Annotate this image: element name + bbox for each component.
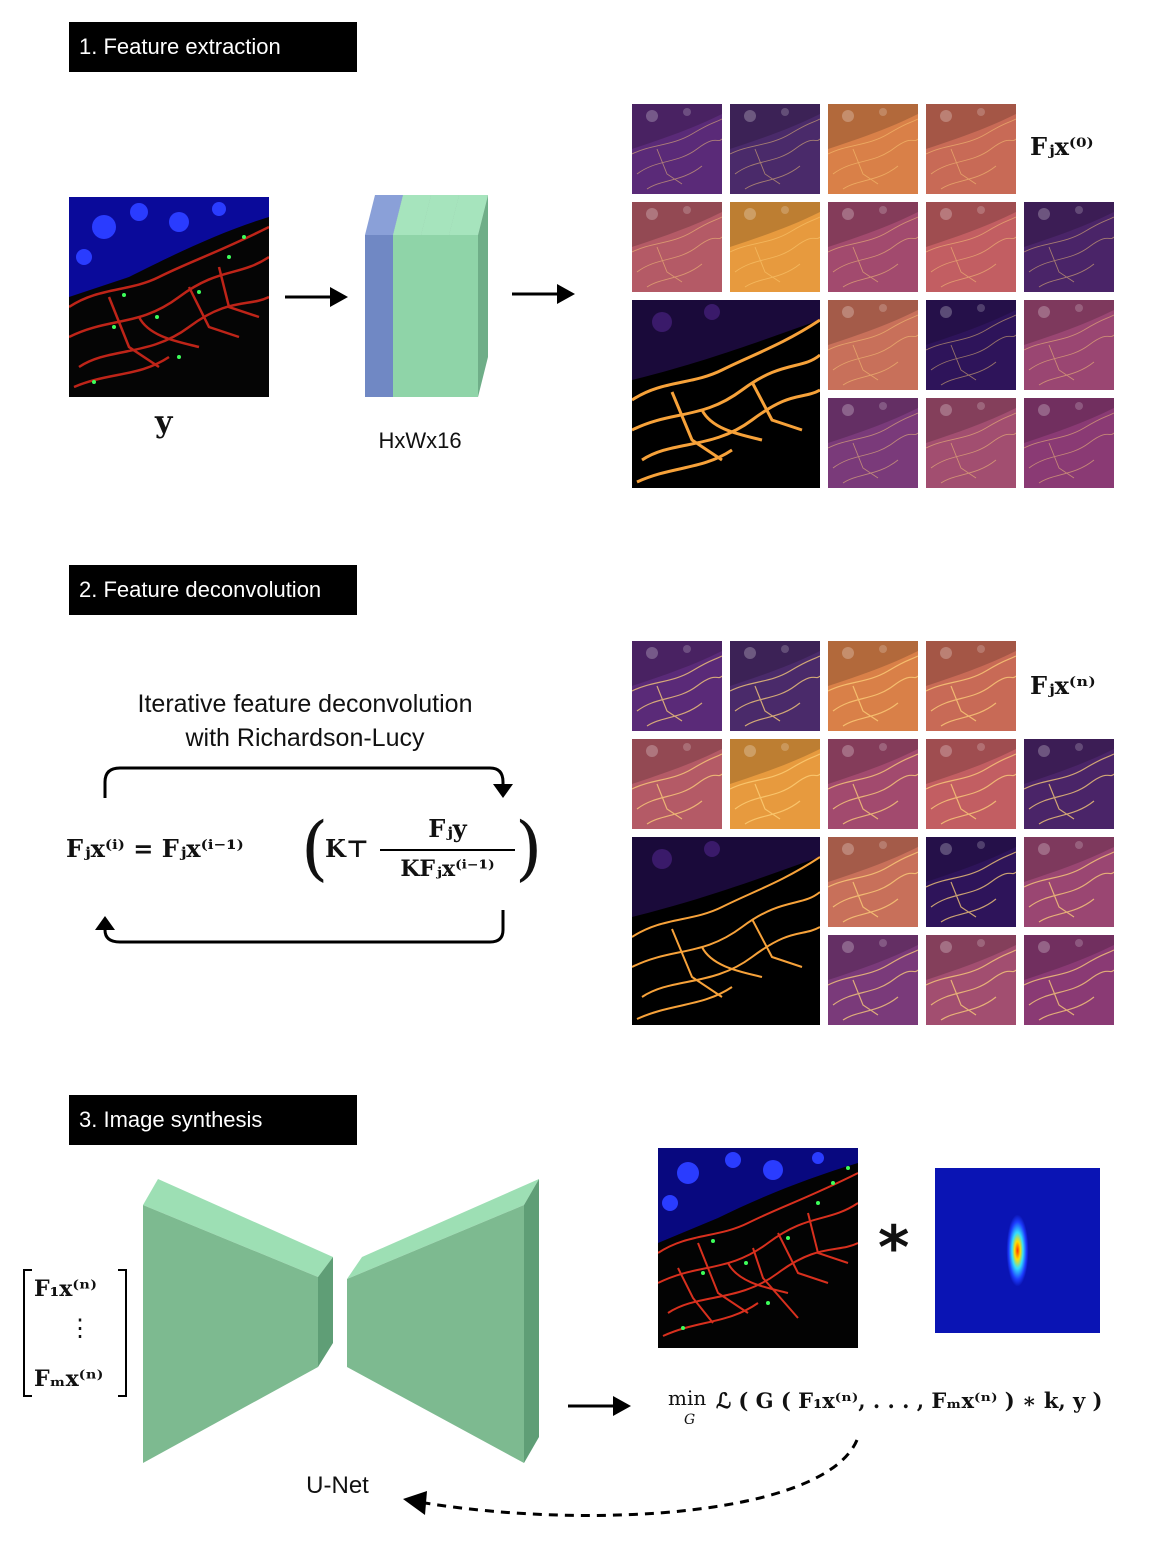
feature-map-tile <box>632 641 722 731</box>
convolution-symbol: * <box>878 1213 910 1283</box>
feature-map-tile <box>1024 935 1114 1025</box>
feature-vector-top: F₁x⁽ⁿ⁾ <box>34 1276 97 1302</box>
feature-map-tile <box>926 935 1016 1025</box>
feature-vector-bottom: Fₘx⁽ⁿ⁾ <box>34 1366 104 1392</box>
feature-map-tile <box>730 104 820 194</box>
feature-map-tile <box>730 641 820 731</box>
feature-map-tile <box>828 837 918 927</box>
deconvolution-caption-line1: Iterative feature deconvolution <box>137 690 473 718</box>
arrow-to-features <box>512 284 575 304</box>
feature-map-tile <box>828 398 918 488</box>
equation-denominator: KFⱼx⁽ⁱ⁻¹⁾ <box>400 856 495 882</box>
feature-map-tile <box>926 104 1016 194</box>
equation-numerator: Fⱼy <box>428 814 467 843</box>
feature-grid-initial <box>632 104 1114 490</box>
feature-map-tile <box>926 739 1016 829</box>
feature-map-tile <box>1024 837 1114 927</box>
section-title-feature-deconvolution: 2. Feature deconvolution <box>69 565 357 615</box>
feature-map-tile <box>828 300 918 390</box>
feature-map-tile <box>926 202 1016 292</box>
equation-fraction-bar <box>380 849 515 851</box>
stack-label: HxWx16 <box>378 428 462 453</box>
section-title-feature-extraction: 1. Feature extraction <box>69 22 357 72</box>
iteration-loop-arrows <box>95 766 513 944</box>
feature-map-tile <box>1024 300 1114 390</box>
arrow-to-stack <box>285 287 348 307</box>
feature-map-tile <box>730 739 820 829</box>
feature-label-initial: Fⱼx⁽⁰⁾ <box>1030 132 1094 161</box>
equation-paren-left: ( <box>301 807 329 889</box>
feature-map-tile <box>632 104 722 194</box>
unet-diagram <box>143 1179 539 1463</box>
equation-lhs: Fⱼx⁽ⁱ⁾ = Fⱼx⁽ⁱ⁻¹⁾ <box>66 834 244 863</box>
feature-map-large-tile <box>632 837 820 1025</box>
psf-kernel-image <box>935 1168 1100 1333</box>
equation-k-transpose: K⊤ <box>325 834 369 863</box>
deconvolution-caption-line2: with Richardson-Lucy <box>185 724 425 752</box>
feature-map-tile <box>828 641 918 731</box>
arrow-to-loss <box>568 1396 631 1416</box>
feature-grid-deconvolved <box>632 641 1114 1027</box>
loss-min-subscript: G <box>684 1412 696 1428</box>
loss-expression: ℒ ( G ( F₁x⁽ⁿ⁾, . . . , Fₘx⁽ⁿ⁾ ) ∗ k, y … <box>716 1388 1103 1413</box>
feature-vector-dots: ⋮ <box>68 1314 92 1342</box>
feature-stack-icon <box>365 195 488 397</box>
feature-map-tile <box>828 104 918 194</box>
feature-map-tile <box>828 935 918 1025</box>
feature-map-tile <box>1024 739 1114 829</box>
section-title-image-synthesis: 3. Image synthesis <box>69 1095 357 1145</box>
feature-map-tile <box>828 739 918 829</box>
feature-map-tile <box>1024 398 1114 488</box>
feature-map-tile <box>926 300 1016 390</box>
input-image-y <box>68 197 270 397</box>
unet-label: U-Net <box>306 1472 369 1499</box>
loss-min: min <box>668 1386 707 1410</box>
feature-map-tile <box>632 202 722 292</box>
feature-map-tile <box>632 739 722 829</box>
feedback-dashed-arrow <box>403 1439 859 1517</box>
feature-label-deconvolved: Fⱼx⁽ⁿ⁾ <box>1030 671 1096 700</box>
input-label-y: y <box>155 405 173 440</box>
feature-map-tile <box>926 641 1016 731</box>
synthesized-image <box>657 1148 859 1348</box>
feature-map-tile <box>1024 202 1114 292</box>
feature-map-tile <box>828 202 918 292</box>
feature-map-tile <box>926 837 1016 927</box>
feature-map-large-tile <box>632 300 820 488</box>
feature-map-tile <box>730 202 820 292</box>
equation-paren-right: ) <box>515 807 543 889</box>
feature-map-tile <box>926 398 1016 488</box>
feature-vector-brackets <box>23 1269 127 1397</box>
